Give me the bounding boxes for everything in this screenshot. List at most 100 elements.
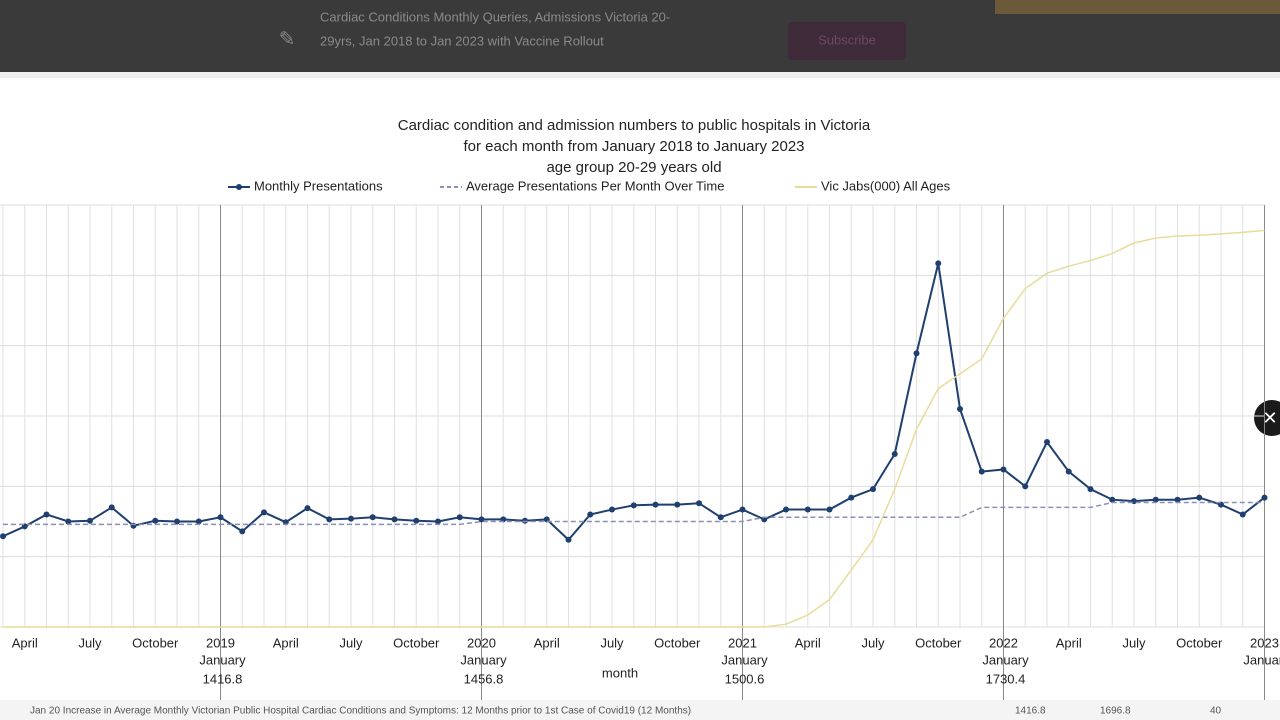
- footer-bar: [0, 700, 1280, 720]
- divider: [0, 72, 1280, 78]
- data-point: [630, 502, 637, 509]
- chart-title: for each month from January 2018 to Janu…: [463, 138, 804, 155]
- x-axis-label: month: [602, 665, 638, 680]
- x-tick-label: October: [1176, 635, 1223, 650]
- data-point: [587, 511, 594, 518]
- year-average: 1500.6: [725, 671, 765, 686]
- header-icon: ✎: [279, 28, 296, 50]
- series-line: [3, 501, 1265, 526]
- data-point: [848, 494, 855, 501]
- chart-title: Cardiac condition and admission numbers …: [398, 117, 871, 134]
- data-point: [1196, 494, 1203, 501]
- year-label: 2022: [989, 635, 1018, 650]
- data-point: [1174, 496, 1181, 503]
- month-label: January: [982, 652, 1029, 667]
- month-label: January: [721, 652, 768, 667]
- data-point: [1087, 486, 1094, 493]
- data-point: [674, 501, 681, 508]
- footer-value: 1696.8: [1100, 706, 1131, 717]
- legend-label: Average Presentations Per Month Over Tim…: [466, 178, 724, 193]
- data-point: [195, 518, 202, 525]
- data-point: [783, 506, 789, 513]
- series-line: [3, 229, 1265, 628]
- year-average: 1456.8: [464, 671, 504, 686]
- data-point: [304, 505, 311, 512]
- data-point: [217, 514, 224, 521]
- x-tick-label: April: [273, 635, 299, 650]
- x-tick-label: April: [1056, 635, 1082, 650]
- data-point: [1065, 468, 1072, 475]
- x-tick-label: July: [78, 635, 102, 650]
- month-label: January: [460, 652, 507, 667]
- data-point: [739, 506, 746, 513]
- data-point: [717, 514, 724, 521]
- x-tick-label: July: [600, 635, 624, 650]
- data-point: [913, 350, 920, 357]
- legend-label: Vic Jabs(000) All Ages: [821, 178, 951, 193]
- data-point: [870, 486, 876, 493]
- data-point: [1022, 483, 1029, 490]
- data-point: [413, 517, 420, 524]
- data-point: [565, 536, 572, 543]
- data-point: [652, 501, 659, 508]
- data-point: [43, 511, 50, 518]
- year-label: 2020: [467, 635, 496, 650]
- data-point: [239, 528, 246, 535]
- x-tick-label: July: [339, 635, 363, 650]
- data-point: [108, 504, 115, 511]
- x-tick-label: October: [393, 635, 440, 650]
- data-point: [87, 517, 93, 524]
- data-point: [826, 506, 833, 513]
- footer-caption: Jan 20 Increase in Average Monthly Victo…: [30, 706, 691, 717]
- x-tick-label: April: [534, 635, 560, 650]
- data-point: [957, 405, 963, 412]
- legend-marker: [236, 184, 242, 190]
- data-point: [369, 514, 376, 521]
- data-point: [174, 518, 180, 525]
- x-tick-label: October: [132, 635, 179, 650]
- footer-value: 40: [1210, 706, 1222, 717]
- month-label: January: [1243, 652, 1280, 667]
- footer-value: 1416.8: [1015, 706, 1046, 717]
- data-point: [1152, 496, 1159, 503]
- data-point: [978, 468, 985, 475]
- data-point: [1044, 439, 1050, 446]
- data-point: [261, 509, 267, 516]
- data-point: [435, 518, 441, 525]
- x-tick-label: July: [1122, 635, 1146, 650]
- year-label: 2019: [206, 635, 235, 650]
- data-point: [391, 516, 398, 523]
- year-label: 2021: [728, 635, 757, 650]
- data-point: [1261, 494, 1268, 501]
- data-point: [1239, 511, 1246, 518]
- x-tick-label: July: [861, 635, 885, 650]
- button-label[interactable]: Subscribe: [818, 32, 876, 47]
- data-point: [804, 506, 811, 513]
- thumbnail: [995, 0, 1280, 14]
- data-point: [696, 500, 702, 507]
- chart-title: age group 20-29 years old: [546, 159, 721, 176]
- header-text: Cardiac Conditions Monthly Queries, Admi…: [320, 9, 670, 24]
- data-point: [891, 450, 898, 457]
- data-point: [152, 517, 159, 524]
- x-tick-label: April: [12, 635, 38, 650]
- close-icon[interactable]: ✕: [1262, 408, 1277, 428]
- data-point: [609, 506, 615, 513]
- year-average: 1416.8: [203, 671, 243, 686]
- data-point: [326, 516, 333, 523]
- data-point: [1109, 496, 1116, 503]
- year-label: 2023: [1250, 635, 1279, 650]
- header-text: 29yrs, Jan 2018 to Jan 2023 with Vaccine…: [320, 33, 604, 48]
- subscribe-button[interactable]: [788, 22, 906, 60]
- data-point: [456, 514, 463, 521]
- x-tick-label: October: [654, 635, 701, 650]
- data-point: [348, 515, 354, 522]
- close-button[interactable]: [1254, 400, 1280, 436]
- month-label: January: [199, 652, 246, 667]
- data-point: [65, 518, 72, 525]
- x-tick-label: April: [795, 635, 821, 650]
- data-point: [1000, 466, 1007, 473]
- x-tick-label: October: [915, 635, 962, 650]
